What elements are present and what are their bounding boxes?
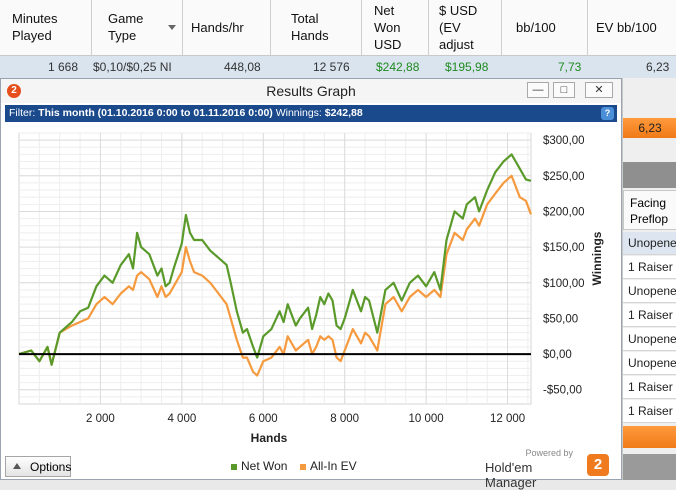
options-button[interactable]: Options [5,456,71,477]
list-item[interactable]: Unopened [623,328,676,351]
panel-section-bar [623,162,676,188]
column-header-hands-hr[interactable]: Hands/hr [183,0,271,55]
cell-ev-bb100: 6,23 [646,60,670,74]
hm2-logo-icon: 2 [7,84,21,98]
list-item[interactable]: 1 Raiser [623,400,676,423]
help-icon[interactable]: ? [601,107,614,120]
brand-name: Hold'em Manager [485,460,537,490]
window-titlebar[interactable]: 2 Results Graph — □ ✕ [1,79,621,103]
filter-bar[interactable]: Filter: This month (01.10.2016 0:00 to 0… [5,105,617,122]
filter-value: This month (01.10.2016 0:00 to 01.11.201… [38,107,273,119]
column-header-total-hands[interactable]: Total Hands [271,0,362,55]
net-won-swatch-icon [231,463,237,470]
column-header-bb100[interactable]: bb/100 [502,0,588,55]
panel-bottom-bar [623,454,676,480]
list-item[interactable]: 1 Raiser [623,256,676,279]
all-in-ev-swatch-icon [300,463,306,470]
winnings-label: Winnings: [275,107,322,119]
column-header-game-type[interactable]: Game Type [92,0,183,55]
legend-item-net-won: Net Won [231,459,287,473]
y-tick-label: $200,00 [543,206,585,218]
winnings-value: $242,88 [324,107,363,119]
results-graph-window: 2 Results Graph — □ ✕ Filter: This month… [0,78,622,490]
series-line-net-won [18,153,532,366]
legend-item-all-in-ev: All-In EV [300,459,357,473]
brand-logo: Powered by Hold'em Manager 2 [485,448,615,490]
minimize-button[interactable]: — [527,82,549,98]
column-header-net-won[interactable]: Net Won USD [362,0,429,55]
background-stats-panel: 6,23 Facing Preflop Unopened 1 Raiser Un… [622,78,676,480]
hm2-mark-icon: 2 [587,454,609,476]
column-header-ev-bb100[interactable]: EV bb/100 [596,20,657,35]
list-item[interactable]: Unopened [623,352,676,375]
column-header-ev-adjusted[interactable]: $ USD (EV adjust [429,0,502,55]
y-tick-label: $250,00 [543,171,585,183]
powered-by-label: Powered by [525,448,573,458]
x-tick-label: 2 000 [86,413,115,425]
x-tick-label: 12 000 [490,413,525,425]
filter-prefix: Filter: [9,107,36,119]
highlight-value-cell[interactable]: 6,23 [623,118,676,138]
x-tick-label: 10 000 [409,413,444,425]
cell-hands-hr: 448,08 [224,60,261,74]
window-title: Results Graph [266,83,356,99]
y-tick-label: $100,00 [543,278,585,290]
column-header-minutes-played[interactable]: Minutes Played [0,0,92,55]
series-line-all-in-ev [18,174,533,377]
list-item[interactable]: 1 Raiser [623,304,676,327]
list-item[interactable]: Unopened [623,280,676,303]
x-tick-label: 4 000 [167,413,196,425]
list-item[interactable]: 1 Raiser [623,376,676,399]
list-item[interactable]: Unopened [623,232,676,255]
y-tick-label: $50,00 [543,313,578,325]
close-button[interactable]: ✕ [585,82,613,98]
y-tick-label: $300,00 [543,135,585,147]
y-axis-title: Winnings [590,231,604,285]
sort-arrow-icon[interactable] [168,25,176,30]
y-tick-label: $150,00 [543,242,585,254]
cell-ev-adjusted: $195,98 [445,60,489,74]
cell-bb100: 7,73 [558,60,582,74]
cell-game-type: $0,10/$0,25 NI [93,60,172,74]
results-line-chart: 2 000 4 000 6 000 8 000 10 000 12 000 -$50,00 $… [18,132,604,445]
y-tick-label: -$50,00 [543,385,582,397]
x-tick-label: 6 000 [249,413,278,425]
x-tick-label: 8 000 [330,413,359,425]
panel-footer-bar [623,426,676,448]
cell-net-won: $242,88 [376,60,420,74]
cell-minutes: 1 668 [48,60,79,74]
maximize-button[interactable]: □ [553,82,575,98]
facing-preflop-header[interactable]: Facing Preflop [623,190,676,230]
cell-total-hands: 12 576 [313,60,350,74]
x-axis-title: Hands [251,431,288,445]
y-tick-label: $0,00 [543,349,572,361]
stats-table-header: Minutes Played Game Type Hands/hr Total … [0,0,676,56]
triangle-up-icon [13,463,21,469]
stats-table-row[interactable]: 1 668 $0,10/$0,25 NI 448,08 12 576 $242,… [0,56,676,78]
